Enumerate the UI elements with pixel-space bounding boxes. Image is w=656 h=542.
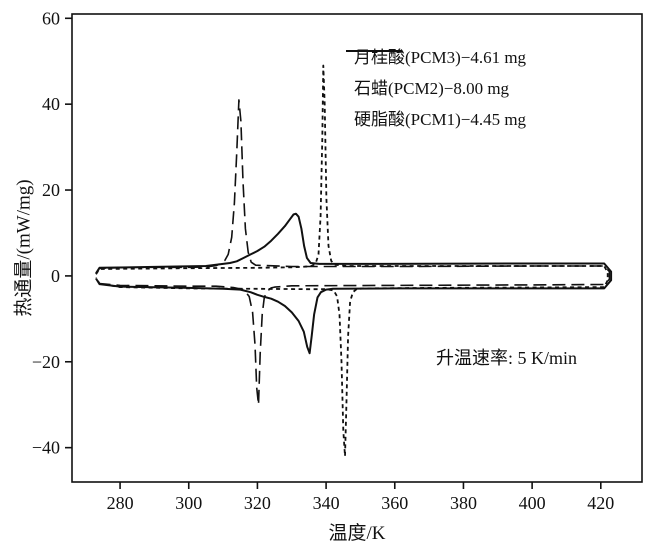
- svg-text:400: 400: [519, 493, 546, 513]
- series-line-lauric-acid-pcm3: [95, 99, 611, 406]
- x-axis-ticks: 280 300 320 340 360 380 400 420: [107, 482, 614, 513]
- svg-text:60: 60: [42, 8, 60, 28]
- x-axis-label: 温度/K: [328, 523, 386, 542]
- svg-text:320: 320: [244, 493, 271, 513]
- legend-row-pcm1: 硬脂酸(PCM1)−4.45 mg: [346, 50, 527, 129]
- heating-rate-annotation: 升温速率: 5 K/min: [435, 348, 577, 369]
- legend-line-sample-pcm1: [346, 50, 402, 52]
- svg-text:20: 20: [42, 180, 60, 200]
- svg-text:340: 340: [313, 493, 340, 513]
- svg-text:−40: −40: [32, 438, 60, 458]
- series-line-paraffin-pcm2: [95, 212, 613, 355]
- legend: 月桂酸(PCM3)−4.61 mg 石蜡(PCM2)−8.00 mg 硬脂酸(P…: [346, 44, 526, 129]
- series-line-stearic-acid-pcm1: [95, 64, 609, 458]
- svg-text:280: 280: [107, 493, 134, 513]
- legend-row-pcm2: 石蜡(PCM2)−8.00 mg: [346, 50, 526, 98]
- plot-border: [71, 13, 643, 483]
- svg-text:380: 380: [450, 493, 477, 513]
- svg-text:360: 360: [381, 493, 408, 513]
- svg-text:−20: −20: [32, 352, 60, 372]
- svg-text:0: 0: [51, 266, 60, 286]
- y-axis-ticks: −40 −20 0 20 40 60: [32, 8, 72, 458]
- legend-label-pcm3: 月桂酸(PCM3)−4.61 mg: [354, 48, 527, 67]
- legend-label-pcm1: 硬脂酸(PCM1)−4.45 mg: [354, 110, 527, 129]
- legend-label-pcm2: 石蜡(PCM2)−8.00 mg: [354, 79, 510, 98]
- svg-text:300: 300: [175, 493, 202, 513]
- svg-text:420: 420: [587, 493, 614, 513]
- svg-text:40: 40: [42, 94, 60, 114]
- y-axis-label: 热通量/(mW/mg): [13, 179, 35, 317]
